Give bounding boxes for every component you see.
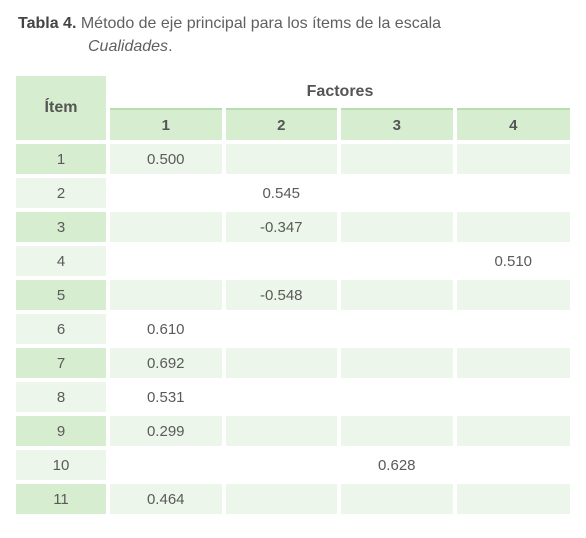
cell-f4 [455, 210, 571, 244]
cell-item: 6 [16, 312, 108, 346]
cell-f1 [108, 244, 224, 278]
table-row: 5 -0.548 [16, 278, 570, 312]
cell-f4 [455, 278, 571, 312]
col-header-item: Ítem [16, 76, 108, 142]
cell-f4 [455, 142, 571, 176]
cell-f3 [339, 176, 455, 210]
cell-item: 4 [16, 244, 108, 278]
cell-f2 [224, 448, 340, 482]
table-container: Tabla 4. Método de eje principal para lo… [0, 0, 586, 538]
cell-item: 1 [16, 142, 108, 176]
table-row: 11 0.464 [16, 482, 570, 516]
table-row: 4 0.510 [16, 244, 570, 278]
caption-italic: Cualidades [88, 38, 168, 55]
cell-f2: 0.545 [224, 176, 340, 210]
factor-loadings-table: Ítem Factores 1 2 3 4 1 0.500 2 0.545 [16, 76, 570, 518]
caption-text-1: Método de eje principal para los ítems d… [81, 15, 441, 32]
cell-f2 [224, 244, 340, 278]
cell-item: 3 [16, 210, 108, 244]
cell-f2 [224, 346, 340, 380]
col-header-factor-4: 4 [455, 109, 571, 142]
cell-f3 [339, 312, 455, 346]
col-header-factor-1: 1 [108, 109, 224, 142]
cell-f4 [455, 414, 571, 448]
cell-f3 [339, 210, 455, 244]
table-row: 9 0.299 [16, 414, 570, 448]
table-row: 7 0.692 [16, 346, 570, 380]
cell-f1: 0.500 [108, 142, 224, 176]
cell-f2 [224, 380, 340, 414]
table-row: 1 0.500 [16, 142, 570, 176]
table-row: 2 0.545 [16, 176, 570, 210]
cell-f4 [455, 380, 571, 414]
cell-f2 [224, 142, 340, 176]
cell-f1: 0.299 [108, 414, 224, 448]
table-body: 1 0.500 2 0.545 3 -0.347 4 [16, 142, 570, 516]
cell-f3 [339, 278, 455, 312]
cell-f1 [108, 176, 224, 210]
table-label: Tabla 4. [18, 15, 76, 32]
cell-f4: 0.510 [455, 244, 571, 278]
cell-item: 2 [16, 176, 108, 210]
cell-f1: 0.610 [108, 312, 224, 346]
cell-f3 [339, 244, 455, 278]
cell-f1: 0.464 [108, 482, 224, 516]
table-row: 10 0.628 [16, 448, 570, 482]
cell-f1 [108, 210, 224, 244]
cell-item: 7 [16, 346, 108, 380]
cell-f2: -0.548 [224, 278, 340, 312]
cell-f4 [455, 176, 571, 210]
cell-f1: 0.531 [108, 380, 224, 414]
cell-f4 [455, 448, 571, 482]
cell-f3 [339, 482, 455, 516]
cell-item: 11 [16, 482, 108, 516]
cell-f1 [108, 278, 224, 312]
col-header-factors-group: Factores [108, 76, 570, 109]
cell-item: 9 [16, 414, 108, 448]
cell-f3 [339, 142, 455, 176]
cell-f4 [455, 346, 571, 380]
cell-f1 [108, 448, 224, 482]
cell-f1: 0.692 [108, 346, 224, 380]
table-row: 3 -0.347 [16, 210, 570, 244]
cell-f2: -0.347 [224, 210, 340, 244]
table-caption: Tabla 4. Método de eje principal para lo… [16, 12, 570, 58]
cell-f3: 0.628 [339, 448, 455, 482]
col-header-factor-3: 3 [339, 109, 455, 142]
cell-f3 [339, 414, 455, 448]
caption-text-2: . [168, 38, 172, 55]
table-row: 8 0.531 [16, 380, 570, 414]
table-row: 6 0.610 [16, 312, 570, 346]
cell-f2 [224, 414, 340, 448]
cell-item: 8 [16, 380, 108, 414]
cell-f2 [224, 312, 340, 346]
cell-f4 [455, 312, 571, 346]
cell-f3 [339, 380, 455, 414]
cell-item: 5 [16, 278, 108, 312]
cell-f2 [224, 482, 340, 516]
cell-f4 [455, 482, 571, 516]
cell-item: 10 [16, 448, 108, 482]
col-header-factor-2: 2 [224, 109, 340, 142]
cell-f3 [339, 346, 455, 380]
